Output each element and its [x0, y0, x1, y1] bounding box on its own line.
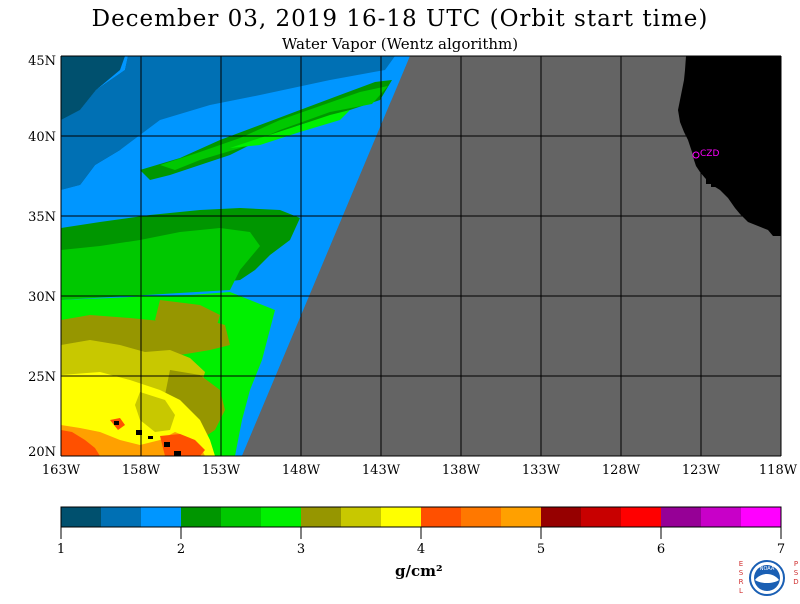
lon-label: 143W [362, 463, 401, 478]
map-title: December 03, 2019 16-18 UTC (Orbit start… [91, 6, 709, 32]
colorbar-swatch [221, 507, 262, 527]
colorbar-tick-label: 5 [537, 542, 545, 557]
noaa-emblem: NOAA [749, 560, 785, 596]
lon-label: 133W [522, 463, 561, 478]
colorbar-swatch [421, 507, 462, 527]
colorbar-swatch [741, 507, 782, 527]
colorbar-swatch [141, 507, 182, 527]
colorbar-swatch [541, 507, 582, 527]
lon-label: 138W [442, 463, 481, 478]
lon-label: 148W [282, 463, 321, 478]
lat-label: 30N [28, 290, 56, 305]
lat-label: 25N [28, 370, 56, 385]
lat-label: 40N [28, 130, 56, 145]
colorbar-swatch [101, 507, 142, 527]
lat-label: 45N [28, 54, 56, 69]
colorbar-swatch [261, 507, 302, 527]
colorbar-swatch [61, 507, 102, 527]
lat-label: 20N [28, 445, 56, 460]
colorbar-units: g/cm² [395, 562, 443, 580]
svg-text:NOAA: NOAA [760, 566, 775, 572]
colorbar-swatch [381, 507, 422, 527]
colorbar [61, 507, 782, 527]
colorbar-tick-label: 3 [297, 542, 305, 557]
lon-labels: 163W 158W 153W 148W 143W 138W 133W 128W … [42, 463, 798, 478]
colorbar-swatch [341, 507, 382, 527]
lon-label: 123W [682, 463, 721, 478]
colorbar-swatch [661, 507, 702, 527]
lon-label: 128W [602, 463, 641, 478]
colorbar-tick-label: 6 [657, 542, 665, 557]
colorbar-tick-label: 4 [417, 542, 425, 557]
lat-label: 35N [28, 210, 56, 225]
lon-label: 163W [42, 463, 81, 478]
colorbar-tick-label: 7 [777, 542, 785, 557]
colorbar-tick-label: 2 [177, 542, 185, 557]
colorbar-ticks: 1 2 3 4 5 6 7 [57, 527, 785, 557]
colorbar-swatch [301, 507, 342, 527]
station-label: CZD [700, 149, 719, 159]
colorbar-swatch [181, 507, 222, 527]
logo-right-letters: P S D [793, 560, 799, 586]
colorbar-swatch [621, 507, 662, 527]
lon-label: 153W [202, 463, 241, 478]
water-vapor-field [61, 56, 410, 456]
map-subtitle: Water Vapor (Wentz algorithm) [281, 35, 519, 53]
colorbar-swatch [581, 507, 622, 527]
noaa-esrl-psd-logo: E S R L NOAA P S D [735, 558, 800, 600]
logo-left-letters: E S R L [738, 560, 744, 595]
lat-labels: 45N 40N 35N 30N 25N 20N [28, 54, 56, 460]
map-area [61, 56, 781, 456]
land-north-america [678, 56, 781, 236]
colorbar-swatch [701, 507, 742, 527]
lon-label: 118W [759, 463, 798, 478]
swath-edge-no-data [242, 56, 781, 456]
colorbar-tick-label: 1 [57, 542, 65, 557]
lon-label: 158W [122, 463, 161, 478]
map-grid [60, 55, 782, 457]
colorbar-swatch [461, 507, 502, 527]
colorbar-swatch [501, 507, 542, 527]
station-marker-czd: CZD [692, 149, 719, 159]
